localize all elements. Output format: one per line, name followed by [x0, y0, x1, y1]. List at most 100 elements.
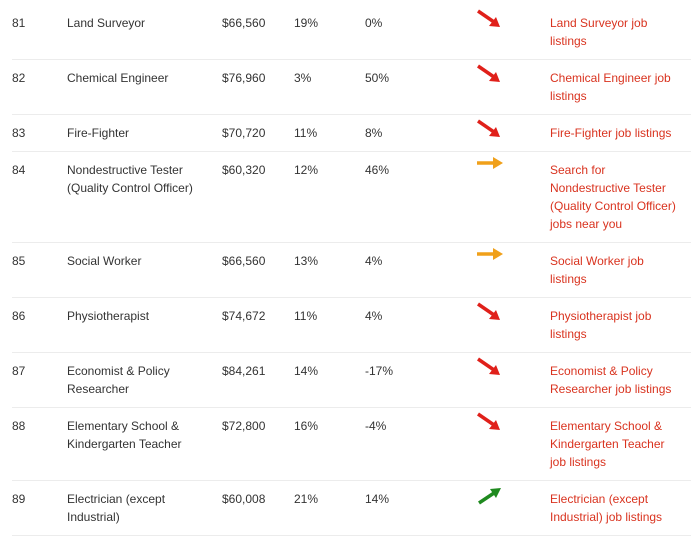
- rank: 83: [12, 126, 26, 140]
- trend-arrow: [475, 62, 505, 86]
- trend-arrow: [475, 483, 505, 507]
- salary: $70,720: [222, 126, 266, 140]
- trend-arrow: [475, 7, 505, 31]
- growth: 0%: [365, 16, 383, 30]
- job-link[interactable]: Social Worker job listings: [550, 254, 644, 286]
- job-row: 88 Elementary School & Kindergarten Teach…: [12, 407, 691, 481]
- salary-cell: $76,960: [222, 59, 294, 115]
- job-title-cell: Nondestructive Tester (Quality Control O…: [67, 151, 222, 243]
- salary-cell: $74,672: [222, 297, 294, 353]
- stress-cell: 11%: [294, 114, 365, 152]
- rank: 84: [12, 163, 26, 177]
- salary-cell: $72,800: [222, 407, 294, 481]
- stress-cell: 14%: [294, 352, 365, 408]
- rank: 88: [12, 419, 26, 433]
- stress: 12%: [294, 163, 319, 177]
- salary-cell: $70,720: [222, 114, 294, 152]
- rank-cell: 88: [12, 407, 67, 481]
- job-link-cell: Economist & Policy Researcher job listin…: [550, 352, 691, 408]
- rank-cell: 83: [12, 114, 67, 152]
- job-row: 83 Fire-Fighter $70,720 11% 8% Fire-Fighter j…: [12, 114, 691, 152]
- trend-cell: [475, 59, 550, 115]
- growth: 4%: [365, 309, 383, 323]
- trend-cell: [475, 242, 550, 298]
- growth-cell: 4%: [365, 242, 475, 298]
- growth: -17%: [365, 364, 394, 378]
- growth-cell: -4%: [365, 407, 475, 481]
- job-link-cell: Land Surveyor job listings: [550, 5, 691, 60]
- job-link[interactable]: Land Surveyor job listings: [550, 16, 648, 48]
- trend-cell: [475, 352, 550, 408]
- trend-cell: [475, 114, 550, 152]
- job-title-cell: Chemical Engineer: [67, 59, 222, 115]
- stress: 3%: [294, 71, 312, 85]
- trend-cell: [475, 297, 550, 353]
- job-title-cell: Fire-Fighter: [67, 114, 222, 152]
- rank-cell: 85: [12, 242, 67, 298]
- job-row: 86 Physiotherapist $74,672 11% 4% Physiothera…: [12, 297, 691, 353]
- rank: 89: [12, 492, 26, 506]
- job-row: 89 Electrician (except Industrial) $60,008…: [12, 480, 691, 536]
- job-title-cell: Land Surveyor: [67, 5, 222, 60]
- job-link-cell: Search for Nondestructive Tester (Qualit…: [550, 151, 691, 243]
- job-link-cell: Elementary School & Kindergarten Teacher…: [550, 407, 691, 481]
- growth: 4%: [365, 254, 383, 268]
- job-link[interactable]: Fire-Fighter job listings: [550, 126, 672, 140]
- job-title-cell: Social Worker: [67, 242, 222, 298]
- job-link-cell: Physiotherapist job listings: [550, 297, 691, 353]
- trend-cell: [475, 480, 550, 536]
- job-link[interactable]: Chemical Engineer job listings: [550, 71, 671, 103]
- salary: $72,800: [222, 419, 266, 433]
- stress: 21%: [294, 492, 319, 506]
- salary: $76,960: [222, 71, 266, 85]
- job-row: 85 Social Worker $66,560 13% 4% Social Worker…: [12, 242, 691, 298]
- job-title: Physiotherapist: [67, 309, 150, 323]
- job-title: Nondestructive Tester (Quality Control O…: [67, 163, 193, 195]
- growth: 8%: [365, 126, 383, 140]
- trend-arrow: [475, 410, 505, 434]
- stress-cell: 11%: [294, 297, 365, 353]
- trend-cell: [475, 407, 550, 481]
- salary: $66,560: [222, 16, 266, 30]
- rank-cell: 84: [12, 151, 67, 243]
- job-title: Social Worker: [67, 254, 142, 268]
- rank-cell: 89: [12, 480, 67, 536]
- job-link[interactable]: Elementary School & Kindergarten Teacher…: [550, 419, 665, 469]
- job-title-cell: Electrician (except Industrial): [67, 480, 222, 536]
- job-link-cell: Chemical Engineer job listings: [550, 59, 691, 115]
- job-row: 81 Land Surveyor $66,560 19% 0% Land Surveyor…: [12, 5, 691, 60]
- rank: 81: [12, 16, 26, 30]
- rank-cell: 87: [12, 352, 67, 408]
- jobs-table: 81 Land Surveyor $66,560 19% 0% Land Surveyor…: [12, 5, 691, 536]
- rank-cell: 81: [12, 5, 67, 60]
- salary: $66,560: [222, 254, 266, 268]
- trend-arrow: [475, 300, 505, 324]
- job-link[interactable]: Physiotherapist job listings: [550, 309, 652, 341]
- stress: 14%: [294, 364, 319, 378]
- rank: 82: [12, 71, 26, 85]
- stress-cell: 16%: [294, 407, 365, 481]
- stress-cell: 13%: [294, 242, 365, 298]
- growth-cell: 50%: [365, 59, 475, 115]
- growth-cell: 4%: [365, 297, 475, 353]
- job-title: Chemical Engineer: [67, 71, 169, 85]
- job-link[interactable]: Electrician (except Industrial) job list…: [550, 492, 663, 524]
- salary: $74,672: [222, 309, 266, 323]
- job-title: Fire-Fighter: [67, 126, 130, 140]
- rank: 87: [12, 364, 26, 378]
- stress: 19%: [294, 16, 319, 30]
- salary-cell: $84,261: [222, 352, 294, 408]
- job-link[interactable]: Economist & Policy Researcher job listin…: [550, 364, 672, 396]
- growth: 50%: [365, 71, 390, 85]
- rank: 85: [12, 254, 26, 268]
- salary: $60,320: [222, 163, 266, 177]
- stress-cell: 19%: [294, 5, 365, 60]
- salary: $60,008: [222, 492, 266, 506]
- job-title-cell: Economist & Policy Researcher: [67, 352, 222, 408]
- growth: 46%: [365, 163, 390, 177]
- job-link[interactable]: Search for Nondestructive Tester (Qualit…: [550, 163, 676, 231]
- stress-cell: 3%: [294, 59, 365, 115]
- job-row: 82 Chemical Engineer $76,960 3% 50% Chemical …: [12, 59, 691, 115]
